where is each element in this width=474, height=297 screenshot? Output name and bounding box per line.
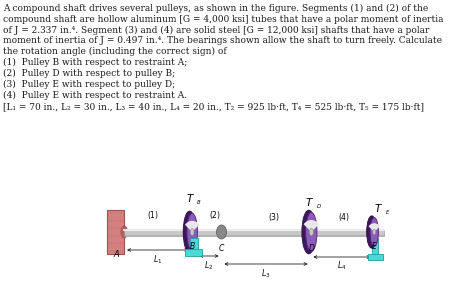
Ellipse shape: [306, 212, 317, 252]
Text: $T$: $T$: [374, 202, 383, 214]
Text: moment of inertia of J = 0.497 in.⁴. The bearings shown allow the shaft to turn : moment of inertia of J = 0.497 in.⁴. The…: [3, 37, 442, 45]
Wedge shape: [185, 221, 200, 232]
Ellipse shape: [183, 211, 196, 253]
FancyBboxPatch shape: [108, 210, 124, 254]
Bar: [124, 228, 384, 236]
Text: $(3)$: $(3)$: [268, 211, 281, 223]
Text: (2)  Pulley D with respect to pulley B;: (2) Pulley D with respect to pulley B;: [3, 69, 175, 78]
Ellipse shape: [370, 217, 378, 247]
Ellipse shape: [373, 229, 376, 235]
Text: (1)  Pulley B with respect to restraint A;: (1) Pulley B with respect to restraint A…: [3, 58, 188, 67]
Text: $_{D}$: $_{D}$: [316, 202, 321, 211]
Text: of J = 2.337 in.⁴. Segment (3) and (4) are solid steel [G = 12,000 ksi] shafts t: of J = 2.337 in.⁴. Segment (3) and (4) a…: [3, 26, 430, 35]
Ellipse shape: [187, 213, 198, 251]
Bar: [367, 254, 383, 260]
Text: (4)  Pulley E with respect to restraint A.: (4) Pulley E with respect to restraint A…: [3, 90, 188, 99]
Text: the rotation angle (including the correct sign) of: the rotation angle (including the correc…: [3, 47, 227, 56]
Ellipse shape: [309, 228, 313, 236]
Ellipse shape: [373, 229, 376, 235]
Ellipse shape: [190, 228, 194, 236]
Text: $(4)$: $(4)$: [337, 211, 350, 223]
Ellipse shape: [310, 228, 313, 236]
Text: [L₁ = 70 in., L₂ = 30 in., L₃ = 40 in., L₄ = 20 in., T₂ = 925 lb·ft, T₄ = 525 lb: [L₁ = 70 in., L₂ = 30 in., L₃ = 40 in., …: [3, 102, 424, 111]
Text: compound shaft are hollow aluminum [G = 4,000 ksi] tubes that have a polar momen: compound shaft are hollow aluminum [G = …: [3, 15, 444, 24]
Text: $_{B}$: $_{B}$: [196, 198, 202, 207]
Text: $L_1$: $L_1$: [153, 253, 163, 266]
Text: $D$: $D$: [308, 242, 315, 253]
Wedge shape: [369, 223, 380, 232]
Ellipse shape: [217, 225, 227, 239]
Ellipse shape: [302, 210, 316, 254]
Text: $B$: $B$: [189, 240, 196, 251]
Bar: [185, 249, 202, 256]
Wedge shape: [304, 220, 319, 232]
Text: $L_2$: $L_2$: [204, 259, 214, 271]
Text: $_{E}$: $_{E}$: [385, 208, 391, 217]
Text: A compound shaft drives several pulleys, as shown in the figure. Segments (1) an: A compound shaft drives several pulleys,…: [3, 4, 428, 13]
Text: $T$: $T$: [186, 192, 195, 204]
Bar: [372, 238, 378, 254]
Text: $E$: $E$: [371, 240, 378, 251]
Text: $C$: $C$: [218, 242, 225, 253]
Text: $T$: $T$: [305, 196, 314, 208]
Text: $(1)$: $(1)$: [147, 209, 160, 221]
Text: $(2)$: $(2)$: [209, 209, 221, 221]
Ellipse shape: [367, 216, 377, 248]
Text: $A$: $A$: [113, 248, 121, 259]
Text: $L_3$: $L_3$: [261, 267, 271, 279]
Text: (3)  Pulley E with respect to pulley D;: (3) Pulley E with respect to pulley D;: [3, 80, 175, 89]
Ellipse shape: [190, 228, 194, 236]
Bar: [190, 238, 198, 249]
Text: $L_4$: $L_4$: [337, 260, 347, 273]
Ellipse shape: [121, 226, 128, 238]
